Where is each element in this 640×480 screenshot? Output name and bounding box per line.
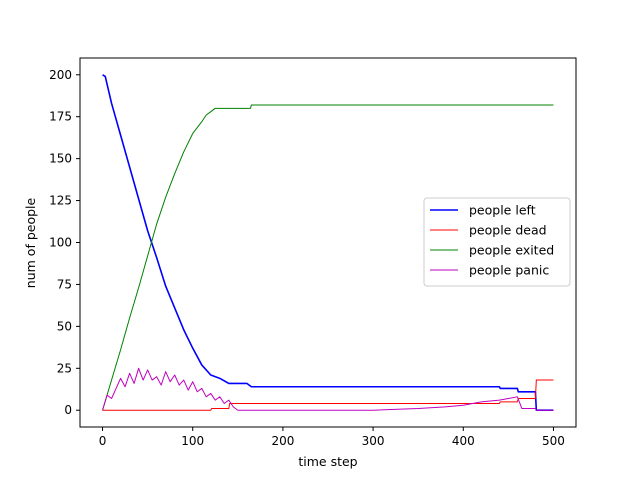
- series-line-2: [102, 379, 554, 411]
- y-tick-label: 175: [49, 110, 72, 124]
- x-tick-label: 200: [271, 434, 294, 448]
- x-tick-label: 300: [362, 434, 385, 448]
- legend-label-1: people left: [469, 203, 536, 218]
- y-tick-label: 200: [49, 68, 72, 82]
- legend-label-2: people dead: [469, 223, 547, 238]
- series-line-1: [102, 74, 554, 412]
- series-line-3: [102, 104, 554, 411]
- x-tick-label: 100: [181, 434, 204, 448]
- y-tick-label: 100: [49, 236, 72, 250]
- legend-label-3: people exited: [469, 243, 554, 258]
- y-tick-label: 125: [49, 194, 72, 208]
- series-line-4: [102, 367, 554, 411]
- x-axis-label: time step: [298, 454, 357, 469]
- legend-label-4: people panic: [469, 263, 549, 278]
- y-tick-label: 0: [64, 403, 72, 417]
- x-axis-ticks: 0 100 200 300 400 500: [99, 427, 565, 448]
- y-axis-label: num of people: [23, 197, 38, 288]
- x-tick-label: 0: [99, 434, 107, 448]
- legend: people left people dead people exited peopl…: [423, 197, 571, 287]
- y-axis-ticks: 0 25 50 75 100 125 150 175 200: [49, 68, 80, 417]
- y-tick-label: 50: [57, 319, 72, 333]
- legend-box: [423, 197, 571, 287]
- y-tick-label: 75: [57, 277, 72, 291]
- legend-items: people left people dead people exited peopl…: [430, 203, 554, 278]
- x-tick-label: 500: [542, 434, 565, 448]
- plot-lines: [102, 74, 554, 412]
- y-tick-label: 150: [49, 152, 72, 166]
- y-tick-label: 25: [57, 361, 72, 375]
- x-tick-label: 400: [452, 434, 475, 448]
